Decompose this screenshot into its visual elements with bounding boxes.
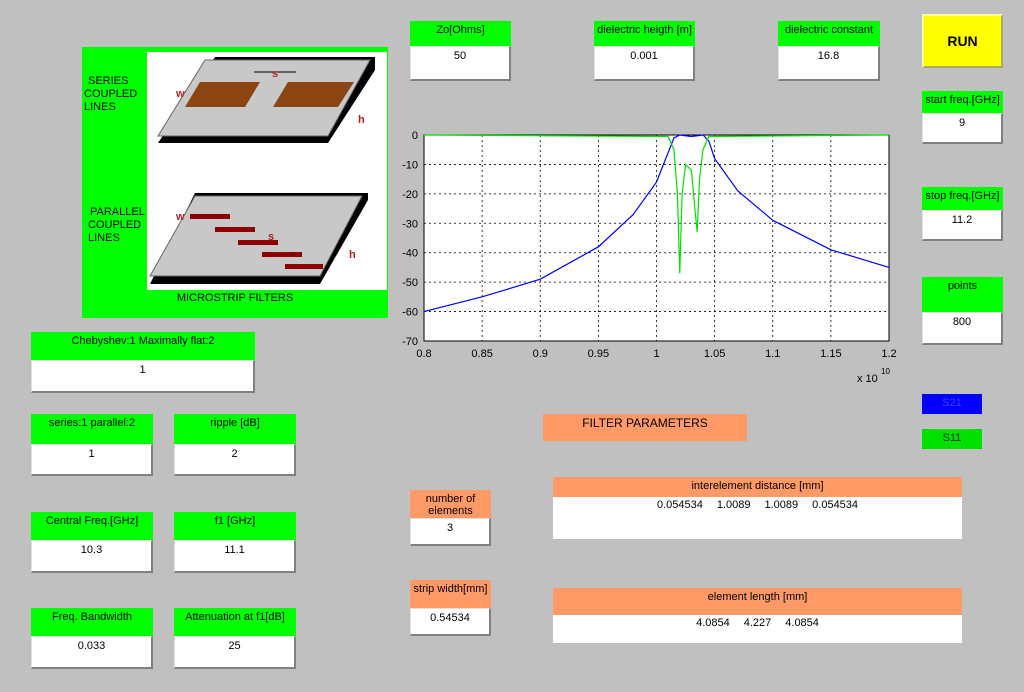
- field-label: dielectric constant: [778, 21, 880, 46]
- field-value[interactable]: 0.001: [594, 46, 695, 81]
- field-label: ripple [dB]: [174, 414, 296, 444]
- field-value[interactable]: 16.8: [778, 46, 880, 81]
- result-number: 0.054534: [812, 499, 859, 511]
- caption: MICROSTRIP FILTERS: [177, 292, 293, 304]
- result-number: 0.054534: [656, 499, 703, 511]
- axes-box: [423, 134, 890, 342]
- field-value[interactable]: 800: [922, 312, 1003, 345]
- series-label: COUPLED: [84, 88, 137, 100]
- strip: [238, 240, 278, 245]
- field-label: stop freq.[GHz]: [922, 187, 1003, 210]
- x-tick-label: 1: [653, 348, 659, 360]
- result-label: element length [mm]: [553, 588, 962, 615]
- parallel-label: LINES: [88, 232, 120, 244]
- series-label: SERIES: [88, 75, 128, 87]
- mark-s: s: [268, 231, 274, 243]
- field-value[interactable]: 9: [922, 113, 1003, 144]
- field-label: dielectric heigth [m]: [594, 21, 695, 46]
- series-line: [423, 134, 890, 313]
- series-line: [423, 134, 890, 274]
- mark-h: h: [358, 114, 365, 126]
- strip: [215, 227, 255, 232]
- result-value: 0.054534 1.0089 1.0089 0.054534: [553, 497, 962, 539]
- field-value[interactable]: 10.3: [31, 540, 153, 573]
- parallel-label: COUPLED: [88, 219, 141, 231]
- y-tick-label: -60: [402, 307, 418, 319]
- x-tick-label: 1.2: [881, 348, 896, 360]
- field-label: strip width[mm]: [410, 580, 491, 608]
- result-number: 4.0854: [696, 617, 730, 629]
- field-value[interactable]: 50: [410, 46, 511, 81]
- parallel-label: PARALLEL: [90, 206, 145, 218]
- strip: [285, 264, 323, 269]
- x-multiplier-exponent: 10: [881, 367, 890, 376]
- strip: [190, 214, 230, 219]
- field-label: Central Freq.[GHz]: [31, 512, 153, 540]
- result-number: 4.0854: [785, 617, 819, 629]
- y-tick-label: -20: [402, 189, 418, 201]
- pad: [185, 82, 260, 107]
- field-label: Zo[Ohms]: [410, 21, 511, 46]
- field-value[interactable]: 11.2: [922, 210, 1003, 241]
- strip: [262, 252, 302, 257]
- field-label: f1 [GHz]: [174, 512, 296, 540]
- series-label: LINES: [84, 101, 116, 113]
- x-tick-label: 0.85: [471, 348, 492, 360]
- field-value[interactable]: 3: [410, 518, 491, 546]
- mark-w: w: [175, 88, 185, 100]
- result-value: 4.0854 4.227 4.0854: [553, 615, 962, 643]
- x-tick-label: 1.05: [704, 348, 725, 360]
- x-tick-label: 1.1: [765, 348, 780, 360]
- mark-s: s: [272, 68, 278, 80]
- board: [157, 59, 371, 137]
- result-label: interelement distance [mm]: [553, 477, 962, 497]
- result-number: 1.0089: [716, 499, 751, 511]
- run-button[interactable]: RUN: [922, 14, 1003, 68]
- field-label: Chebyshev:1 Maximally flat:2: [31, 332, 255, 360]
- pad: [273, 82, 354, 107]
- field-value[interactable]: 1: [31, 444, 153, 476]
- result-number: 4.227: [743, 617, 772, 629]
- field-label: points: [922, 277, 1003, 312]
- field-label: start freq.[GHz]: [922, 91, 1003, 113]
- y-tick-label: -40: [402, 248, 418, 260]
- mark-h: h: [349, 249, 356, 261]
- y-tick-label: -30: [402, 218, 418, 230]
- x-multiplier: x 10: [857, 373, 878, 385]
- result-number: 1.0089: [764, 499, 799, 511]
- x-tick-label: 0.8: [416, 348, 431, 360]
- field-value[interactable]: 1: [31, 360, 255, 393]
- y-tick-label: -50: [402, 277, 418, 289]
- x-tick-label: 0.9: [533, 348, 548, 360]
- y-tick-label: 0: [412, 130, 418, 142]
- field-label: number of elements: [410, 490, 491, 518]
- y-tick-label: -10: [402, 159, 418, 171]
- x-tick-label: 1.15: [820, 348, 841, 360]
- field-value[interactable]: 11.1: [174, 540, 296, 573]
- field-label: Attenuation at f1[dB]: [174, 608, 296, 636]
- field-value[interactable]: 0.033: [31, 636, 153, 669]
- mark-w: w: [175, 211, 185, 223]
- legend-entry: S11: [922, 429, 982, 449]
- section-title: FILTER PARAMETERS: [543, 414, 747, 441]
- field-value[interactable]: 2: [174, 444, 296, 476]
- field-value[interactable]: 25: [174, 636, 296, 669]
- field-value[interactable]: 0.54534: [410, 608, 491, 636]
- field-label: series:1 parallel:2: [31, 414, 153, 444]
- x-tick-label: 0.95: [588, 348, 609, 360]
- field-label: Freq. Bandwidth: [31, 608, 153, 636]
- legend-entry: S21: [922, 394, 982, 414]
- y-tick-label: -70: [402, 336, 418, 348]
